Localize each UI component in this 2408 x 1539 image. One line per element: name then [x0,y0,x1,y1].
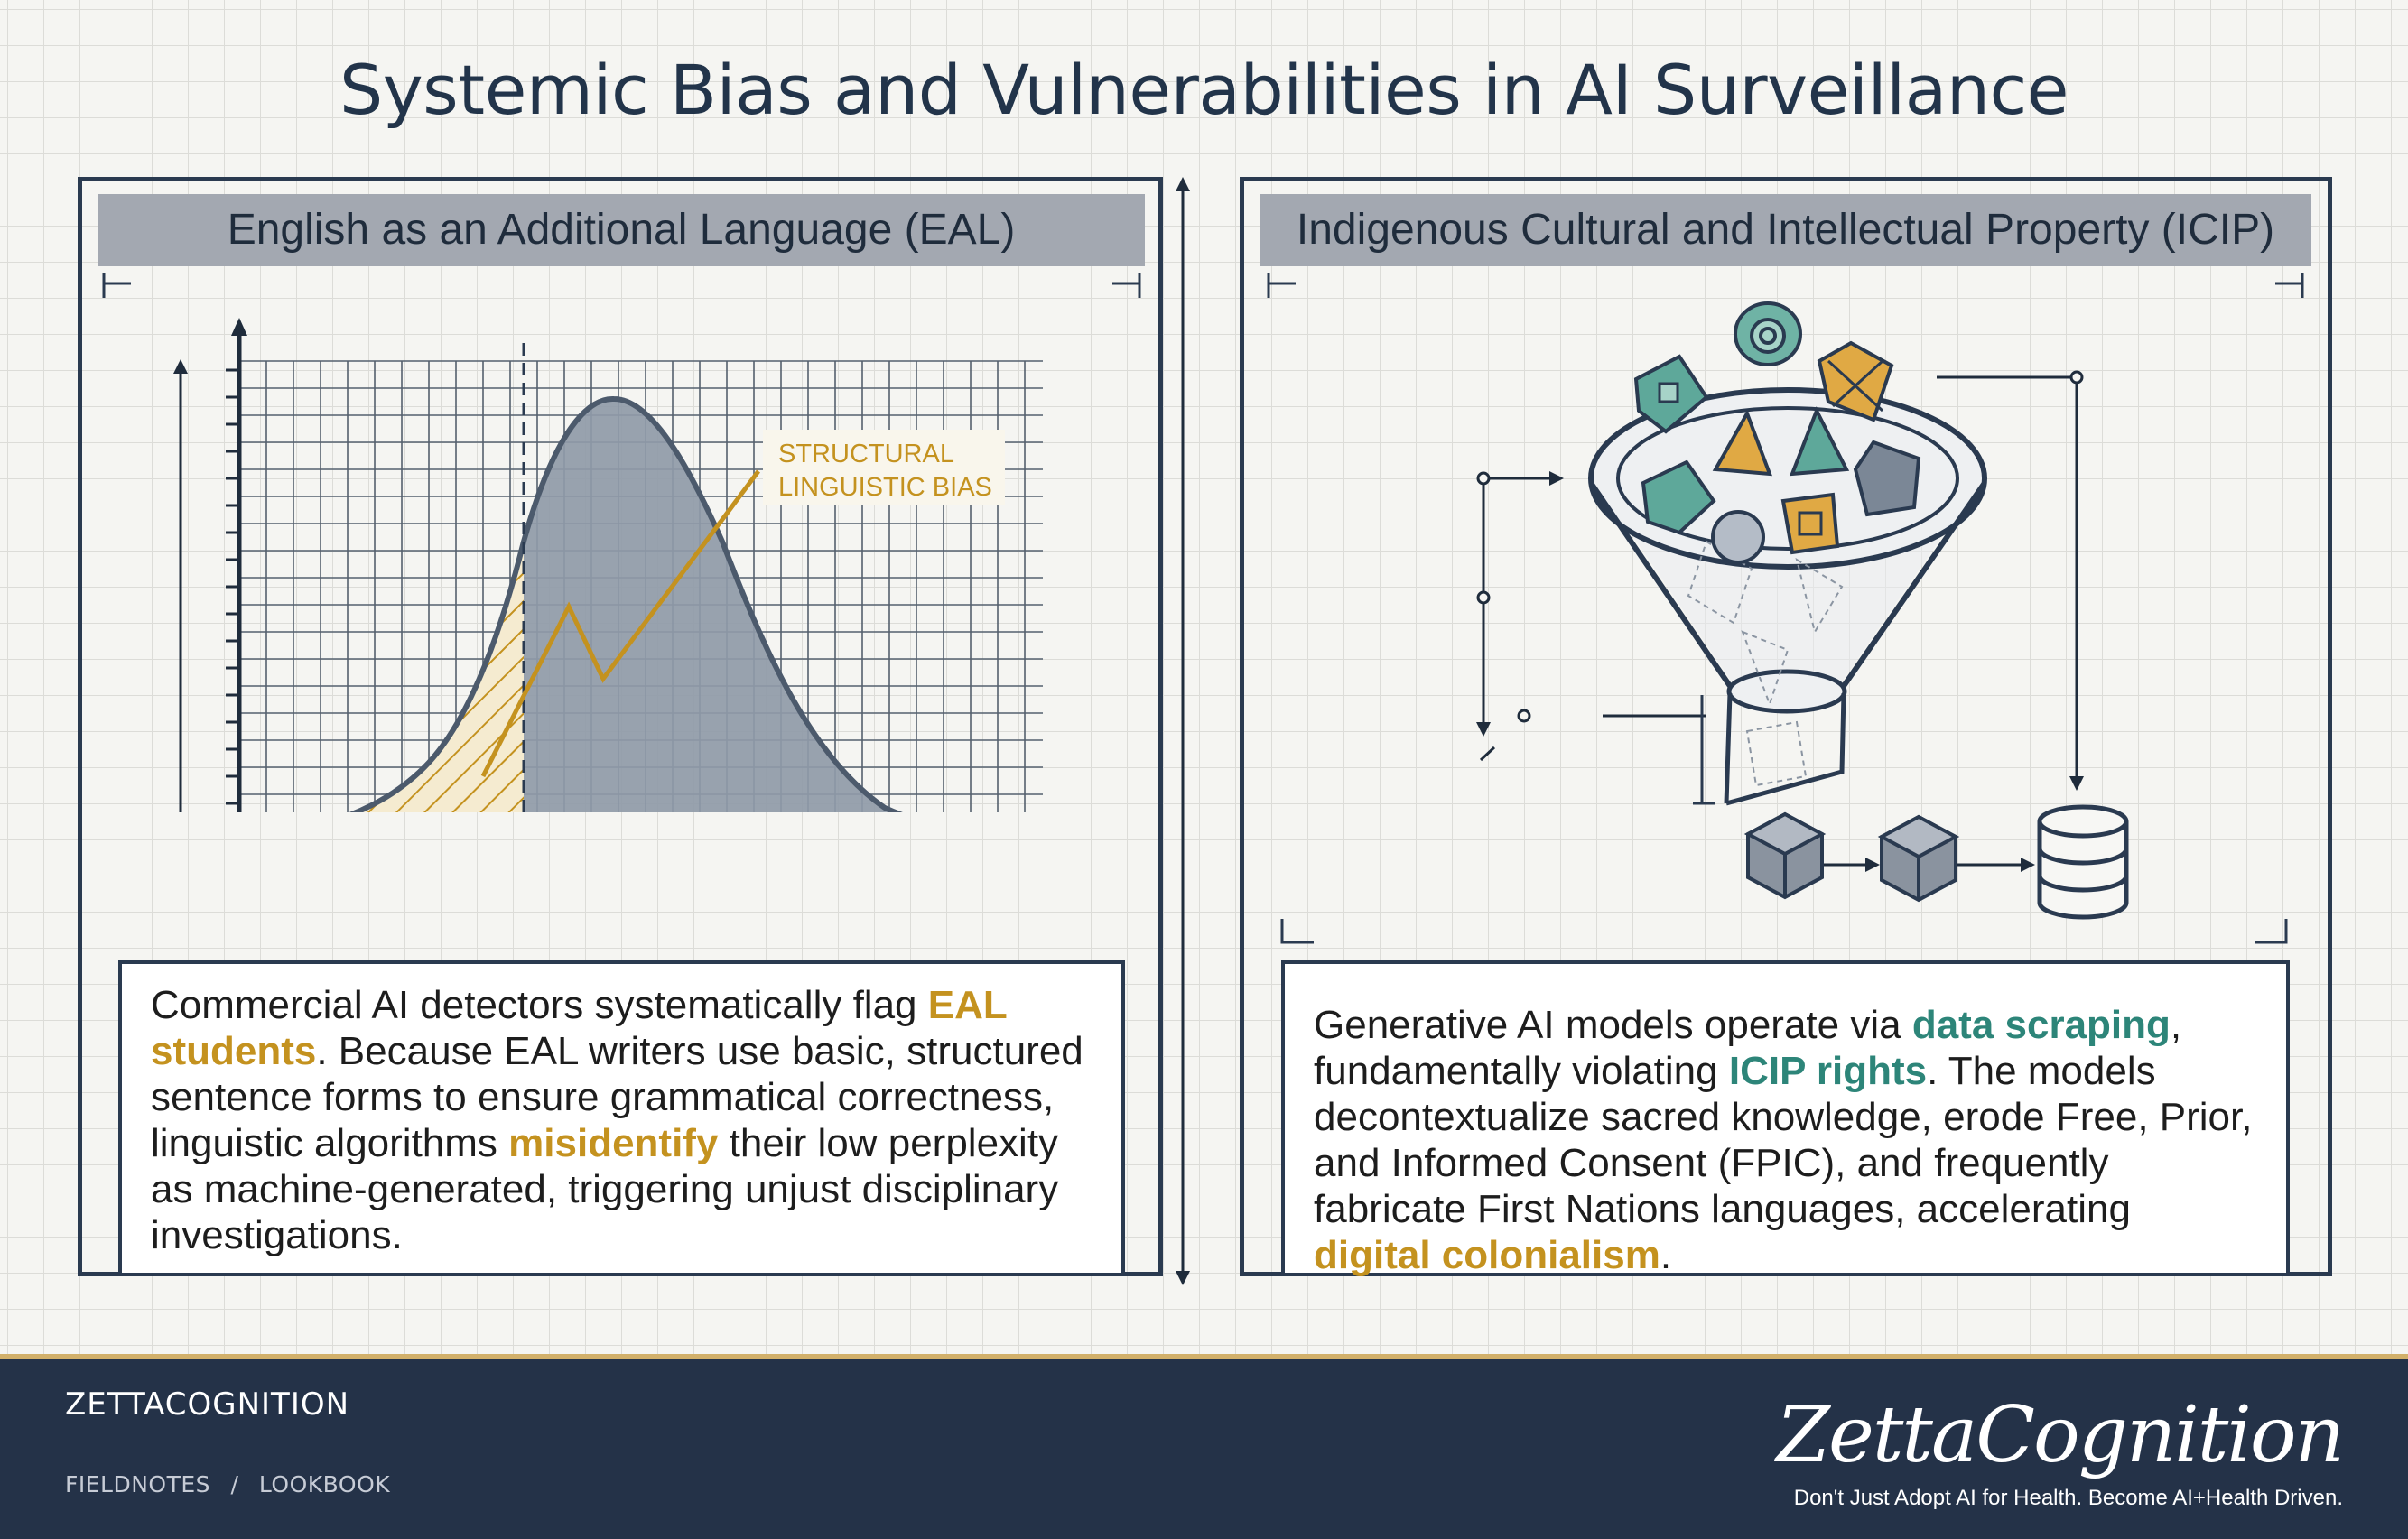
icip-extraction-diagram [1267,273,2304,944]
bias-distribution-chart: STRUCTURAL LINGUISTIC BIAS [102,273,1141,812]
cultural-artifacts-icon [1633,301,1921,564]
left-panel-description: Commercial AI detectors systematically f… [118,960,1125,1276]
highlight-eal-students: EAL students [151,983,1007,1073]
left-panel-heading: English as an Additional Language (EAL) [98,194,1145,266]
cube-icon [1743,811,1960,903]
divider-measure-arrow [1176,177,1190,1285]
right-panel-heading: Indigenous Cultural and Intellectual Pro… [1260,194,2311,266]
highlight-digital-colonialism: digital colonialism [1314,1233,1660,1277]
breadcrumb-fieldnotes[interactable]: FIELDNOTES [65,1471,211,1497]
right-panel-description: Generative AI models operate via data sc… [1281,960,2290,1277]
bias-label-line2: LINGUISTIC BIAS [778,473,992,502]
highlight-misidentify: misidentify [508,1121,719,1165]
page-title: Systemic Bias and Vulnerabilities in AI … [339,50,2069,130]
breadcrumb: FIELDNOTES / LOOKBOOK [65,1471,390,1497]
footer-brand: ZETTACOGNITION [65,1386,350,1423]
database-icon [2037,804,2129,920]
footer: ZETTACOGNITION FIELDNOTES / LOOKBOOK Zet… [0,1354,2408,1539]
infographic-canvas: Systemic Bias and Vulnerabilities in AI … [0,0,2408,1354]
breadcrumb-separator: / [230,1471,239,1497]
company-logo: ZettaCognition Don't Just Adopt AI for H… [1765,1390,2345,1511]
bias-label-line1: STRUCTURAL [778,440,954,468]
logo-wordmark: ZettaCognition [1776,1390,2345,1480]
highlight-icip-rights: ICIP rights [1728,1049,1928,1093]
breadcrumb-lookbook[interactable]: LOOKBOOK [258,1471,391,1497]
funnel-icon [1588,387,1987,806]
highlight-data-scraping: data scraping [1911,1003,2171,1047]
logo-tagline: Don't Just Adopt AI for Health. Become A… [1793,1486,2343,1510]
